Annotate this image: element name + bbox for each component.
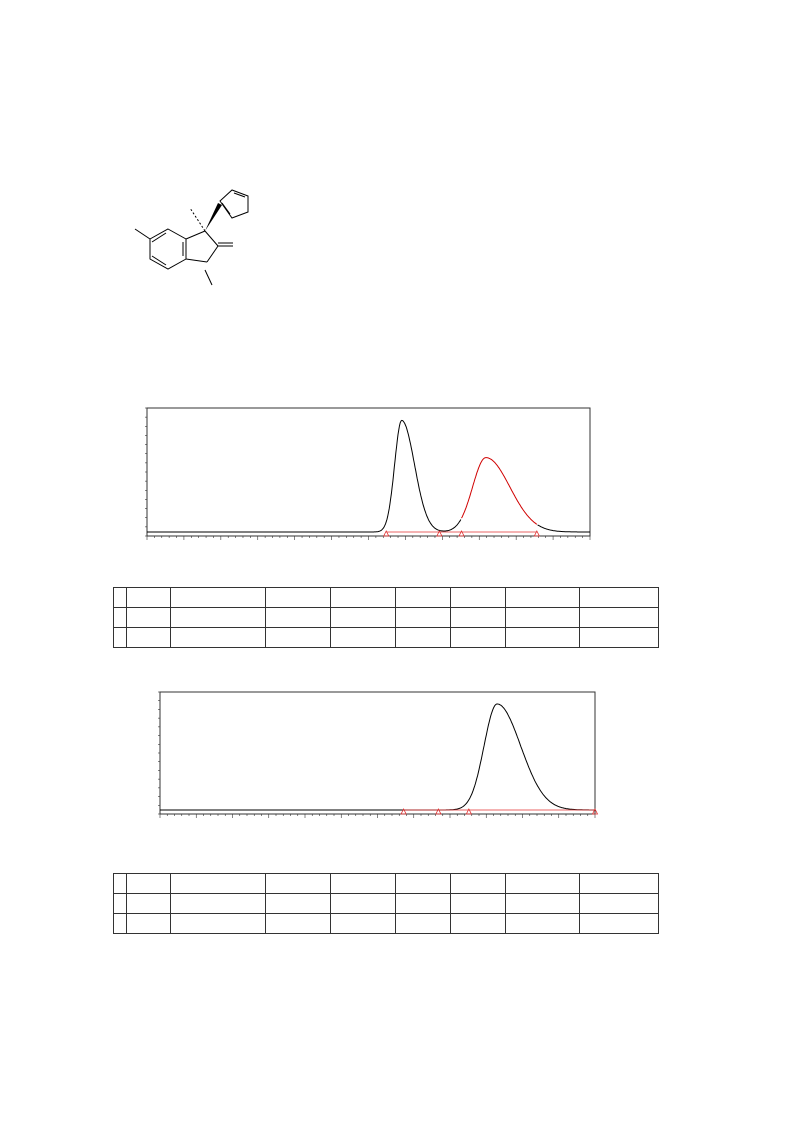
series-line [160,703,595,811]
wedge-bond [205,203,222,231]
results-table-1 [113,587,659,648]
table-row [113,893,659,914]
table-row [113,627,659,648]
table-header-row [113,873,659,894]
integration-marker [400,808,407,815]
integration-marker [435,808,442,815]
axis-ticks [158,691,596,818]
integration-marker [383,530,390,537]
series-line [147,419,590,533]
table-row [113,913,659,934]
table-header-row [113,587,659,608]
integration-marker [533,530,540,537]
table-row [113,607,659,628]
integration-marker [436,530,443,537]
results-table-2 [113,873,659,934]
series-line-integrated [461,457,538,525]
axis-ticks [145,407,591,540]
furan-ring [219,189,249,219]
integration-markers [400,808,599,815]
integration-marker [458,530,465,537]
integration-markers [383,530,540,537]
integration-marker [465,808,472,815]
chart-frame [159,691,596,815]
integration-marker [591,808,599,815]
